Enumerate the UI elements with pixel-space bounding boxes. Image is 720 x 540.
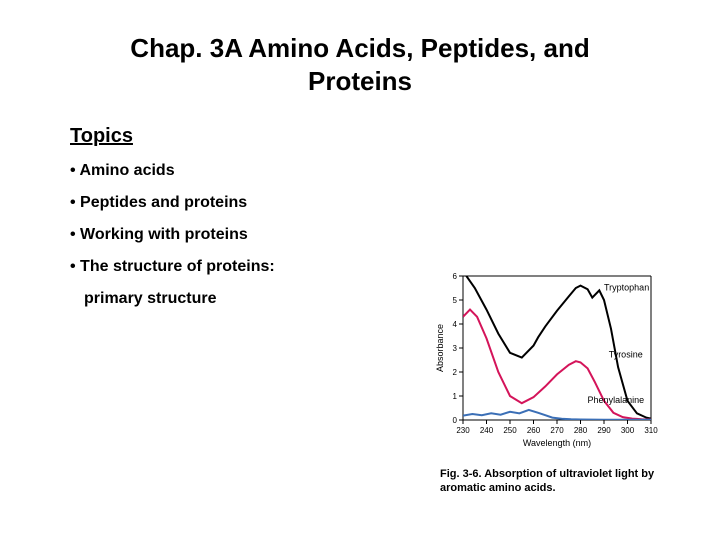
topic-item: • Peptides and proteins xyxy=(70,194,720,212)
svg-text:2: 2 xyxy=(453,368,458,377)
svg-text:4: 4 xyxy=(453,320,458,329)
svg-text:Tryptophan: Tryptophan xyxy=(604,282,649,292)
svg-text:Absorbance: Absorbance xyxy=(435,324,445,372)
svg-text:Phenylalanine: Phenylalanine xyxy=(588,395,645,405)
svg-text:270: 270 xyxy=(550,426,564,435)
svg-text:230: 230 xyxy=(456,426,470,435)
svg-text:6: 6 xyxy=(453,272,458,281)
title-line2: Proteins xyxy=(308,66,412,96)
svg-text:5: 5 xyxy=(453,296,458,305)
chart-svg: 0 1 2 3 4 5 6 230 240 250 260 270 280 290 300 310 Wavele… xyxy=(435,270,661,450)
svg-text:310: 310 xyxy=(644,426,658,435)
figure-caption: Fig. 3-6. Absorption of ultraviolet ligh… xyxy=(440,468,680,496)
page-title: Chap. 3A Amino Acids, Peptides, and Prot… xyxy=(0,0,720,97)
absorbance-chart: 0 1 2 3 4 5 6 230 240 250 260 270 280 290 300 310 Wavele… xyxy=(435,270,661,450)
svg-text:Wavelength (nm): Wavelength (nm) xyxy=(523,438,591,448)
svg-text:0: 0 xyxy=(453,416,458,425)
topic-item: • Amino acids xyxy=(70,162,720,180)
svg-text:300: 300 xyxy=(621,426,635,435)
svg-text:260: 260 xyxy=(527,426,541,435)
svg-text:280: 280 xyxy=(574,426,588,435)
svg-text:Tyrosine: Tyrosine xyxy=(609,350,643,360)
svg-text:250: 250 xyxy=(503,426,517,435)
svg-text:1: 1 xyxy=(453,392,458,401)
topics-heading: Topics xyxy=(70,125,720,148)
svg-text:290: 290 xyxy=(597,426,611,435)
title-line1: Chap. 3A Amino Acids, Peptides, and xyxy=(130,33,589,63)
topic-item: • Working with proteins xyxy=(70,226,720,244)
svg-text:240: 240 xyxy=(480,426,494,435)
svg-text:3: 3 xyxy=(453,344,458,353)
